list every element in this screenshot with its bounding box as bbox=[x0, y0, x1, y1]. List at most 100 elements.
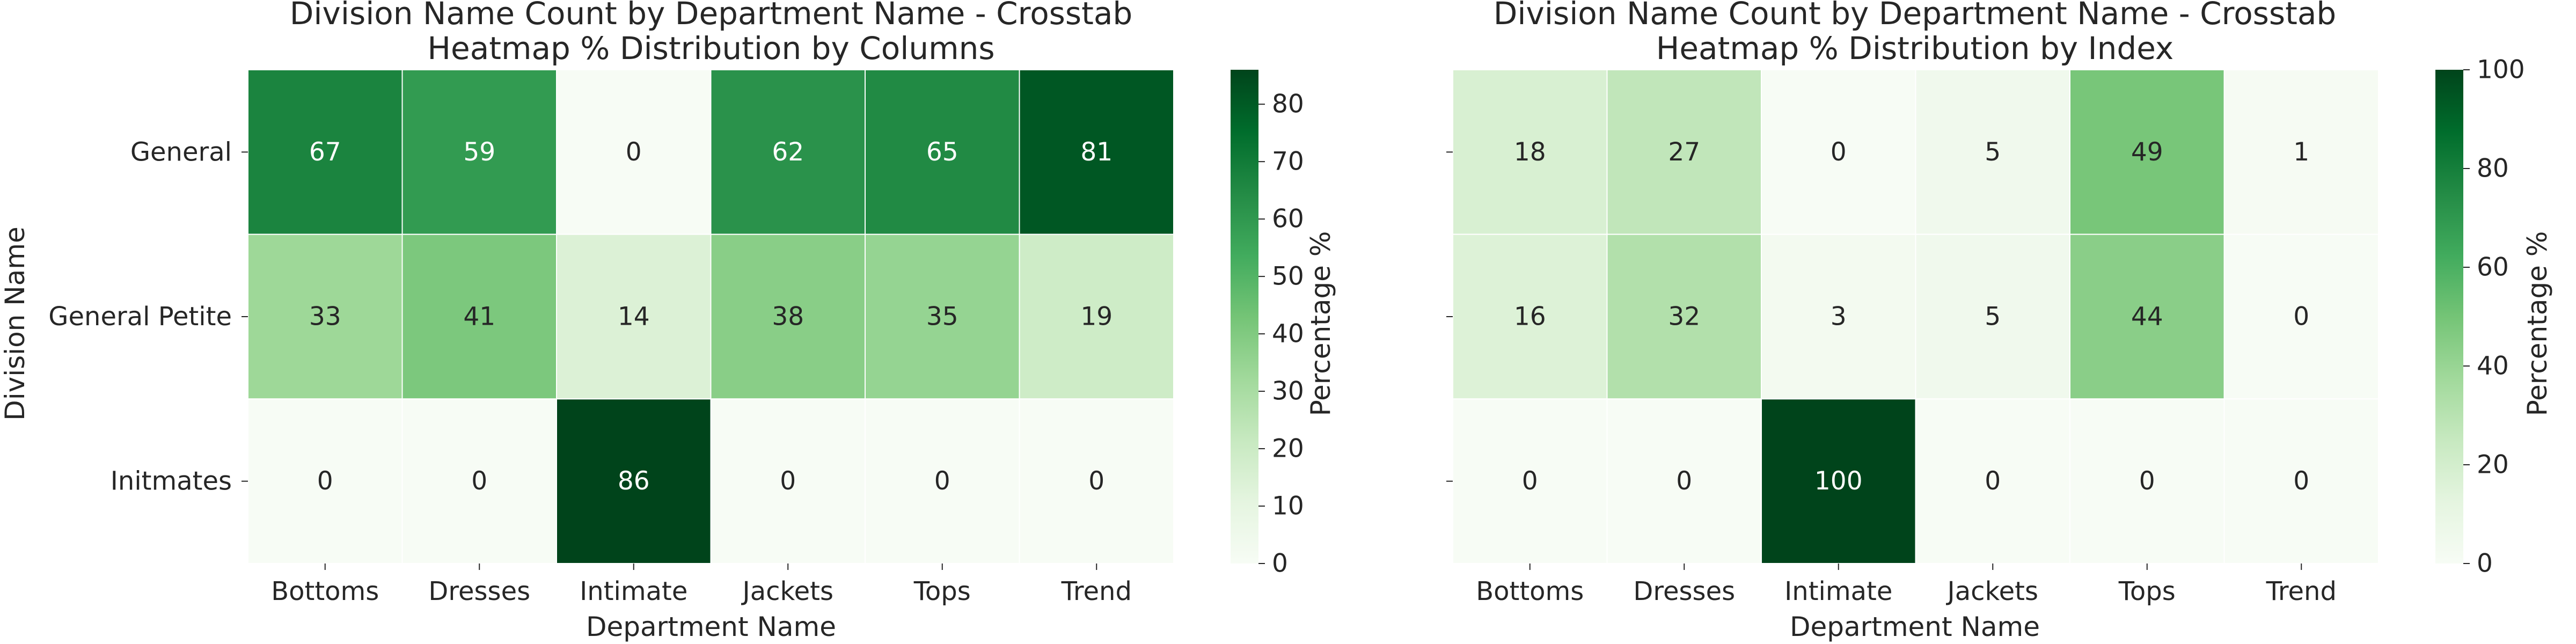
heatmap-cell bbox=[1019, 233, 1174, 400]
x-tick-label: Intimate bbox=[580, 576, 687, 606]
x-tick-label: Dresses bbox=[428, 576, 530, 606]
colorbar-gradient bbox=[1231, 70, 1258, 564]
cell-value-label: 1 bbox=[2293, 137, 2309, 167]
colorbar-tick-label: 40 bbox=[2477, 352, 2509, 381]
cell-value-label: 0 bbox=[1522, 466, 1538, 496]
cell-value-label: 0 bbox=[317, 466, 333, 496]
colorbar-gradient bbox=[2435, 70, 2463, 564]
colorbar-tick-label: 50 bbox=[1272, 262, 1304, 291]
cell-value-label: 14 bbox=[618, 302, 650, 332]
heatmap-cell bbox=[2223, 69, 2379, 235]
colorbar-label: Percentage % bbox=[1305, 231, 1336, 416]
y-tick-label: General Petite bbox=[48, 302, 232, 332]
cell-value-label: 44 bbox=[2131, 302, 2163, 332]
heatmap-cell bbox=[401, 233, 557, 400]
x-tick-label: Tops bbox=[913, 576, 971, 606]
cell-value-label: 0 bbox=[471, 466, 487, 496]
heatmap-cell bbox=[2069, 233, 2225, 400]
chart-title-line-2: Heatmap % Distribution by Index bbox=[1656, 30, 2174, 67]
colorbar: 0 20 40 60 80 100 bbox=[2435, 55, 2525, 579]
colorbar-tick-label: 100 bbox=[2477, 55, 2525, 85]
x-tick-label: Trend bbox=[1061, 576, 1132, 606]
colorbar-tick-label: 40 bbox=[1272, 319, 1304, 349]
cell-value-label: 41 bbox=[463, 302, 495, 332]
x-tick-label: Dresses bbox=[1633, 576, 1735, 606]
cell-value-label: 49 bbox=[2131, 137, 2163, 167]
colorbar-tick-label: 60 bbox=[2477, 253, 2509, 282]
heatmap-by-index: Division Name Count by Department Name -… bbox=[1446, 0, 2553, 642]
heatmap-cells bbox=[1452, 69, 2379, 564]
heatmap-cell bbox=[1761, 398, 1916, 564]
cell-value-label: 62 bbox=[772, 137, 804, 167]
heatmap-cell bbox=[1019, 398, 1174, 564]
heatmap-cell bbox=[247, 398, 403, 564]
cell-value-label: 0 bbox=[626, 137, 642, 167]
heatmap-cell bbox=[710, 233, 866, 400]
heatmap-cell bbox=[1606, 233, 1762, 400]
colorbar-label: Percentage % bbox=[2522, 231, 2553, 416]
colorbar-tick-label: 0 bbox=[2477, 549, 2493, 579]
heatmap-cell bbox=[556, 233, 712, 400]
colorbar-tick-label: 60 bbox=[1272, 204, 1304, 234]
colorbar-tick-label: 80 bbox=[1272, 90, 1304, 119]
cell-value-label: 59 bbox=[463, 137, 495, 167]
colorbar-tick-label: 10 bbox=[1272, 492, 1304, 521]
cell-value-label: 32 bbox=[1668, 302, 1700, 332]
cell-value-label: 100 bbox=[1814, 466, 1863, 496]
heatmap-cell bbox=[1452, 233, 1608, 400]
cell-value-label: 0 bbox=[780, 466, 796, 496]
heatmap-cell bbox=[247, 233, 403, 400]
heatmap-cell bbox=[1761, 69, 1916, 235]
heatmap-cells bbox=[247, 69, 1174, 564]
cell-value-label: 16 bbox=[1514, 302, 1546, 332]
heatmap-cell bbox=[1606, 398, 1762, 564]
x-tick-label: Jackets bbox=[1946, 576, 2038, 606]
heatmap-cell-labels: 67 59 0 62 65 81 33 41 14 38 35 19 0 0 86 0 0 0 bbox=[309, 137, 1113, 496]
heatmap-cell bbox=[1606, 69, 1762, 235]
y-tick-label: General bbox=[130, 137, 232, 167]
cell-value-label: 0 bbox=[2293, 302, 2309, 332]
cell-value-label: 86 bbox=[618, 466, 650, 496]
heatmap-cell bbox=[556, 398, 712, 564]
colorbar-tick-label: 30 bbox=[1272, 377, 1304, 406]
heatmap-cell bbox=[401, 398, 557, 564]
cell-value-label: 0 bbox=[2139, 466, 2155, 496]
cell-value-label: 18 bbox=[1514, 137, 1546, 167]
x-tick-label: Jackets bbox=[741, 576, 833, 606]
cell-value-label: 0 bbox=[2293, 466, 2309, 496]
colorbar-tick-label: 70 bbox=[1272, 147, 1304, 177]
colorbar-tick-label: 20 bbox=[1272, 434, 1304, 464]
cell-value-label: 19 bbox=[1080, 302, 1113, 332]
cell-value-label: 5 bbox=[1985, 302, 2001, 332]
cell-value-label: 67 bbox=[309, 137, 341, 167]
cell-value-label: 3 bbox=[1831, 302, 1847, 332]
cell-value-label: 35 bbox=[926, 302, 958, 332]
heatmap-cell bbox=[865, 398, 1020, 564]
heatmap-by-columns: Division Name Count by Department Name -… bbox=[0, 0, 1336, 642]
y-axis-ticks: General General Petite Initmates bbox=[48, 137, 248, 496]
y-tick-label: Initmates bbox=[111, 466, 232, 496]
cell-value-label: 0 bbox=[1831, 137, 1847, 167]
cell-value-label: 33 bbox=[309, 302, 341, 332]
x-tick-label: Bottoms bbox=[1476, 576, 1584, 606]
cell-value-label: 27 bbox=[1668, 137, 1700, 167]
colorbar-tick-label: 80 bbox=[2477, 154, 2509, 184]
chart-title-line-1: Division Name Count by Department Name -… bbox=[290, 0, 1132, 32]
x-tick-label: Bottoms bbox=[271, 576, 379, 606]
heatmap-cell bbox=[710, 398, 866, 564]
heatmap-cell bbox=[2223, 233, 2379, 400]
heatmap-cell bbox=[2069, 69, 2225, 235]
heatmap-cell bbox=[1915, 69, 2070, 235]
colorbar-tick-label: 0 bbox=[1272, 549, 1288, 579]
cell-value-label: 0 bbox=[1985, 466, 2001, 496]
y-axis-ticks bbox=[1446, 151, 1453, 482]
heatmap-cell bbox=[865, 233, 1020, 400]
colorbar: 0 10 20 30 40 50 60 70 80 bbox=[1231, 70, 1304, 579]
heatmap-cell bbox=[2223, 398, 2379, 564]
x-axis-label: Department Name bbox=[586, 611, 836, 642]
x-axis-ticks: Bottoms Dresses Intimate Jackets Tops Trend bbox=[271, 564, 1132, 606]
heatmap-cell bbox=[1019, 69, 1174, 235]
cell-value-label: 5 bbox=[1985, 137, 2001, 167]
cell-value-label: 0 bbox=[934, 466, 950, 496]
